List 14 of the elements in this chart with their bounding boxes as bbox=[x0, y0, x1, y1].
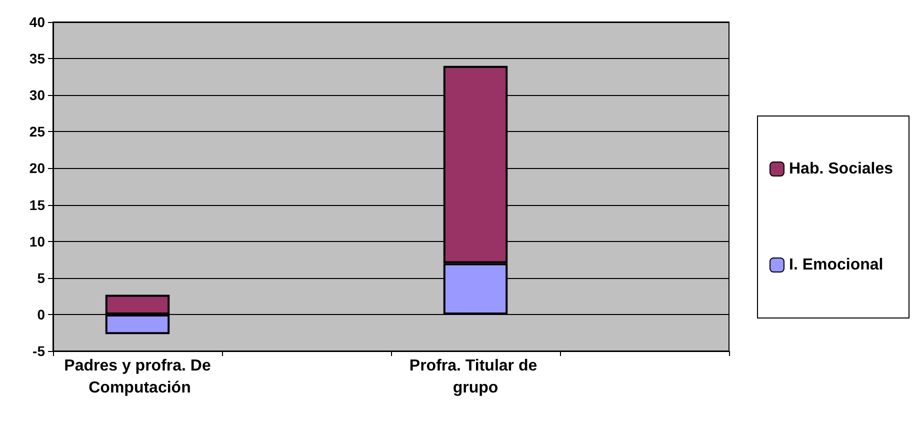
x-tick-label: Padres y profra. De Computación bbox=[64, 358, 211, 396]
y-tick-label: -5 bbox=[32, 343, 46, 359]
y-tick-label: 20 bbox=[29, 160, 46, 176]
y-tick-label: 5 bbox=[37, 270, 46, 286]
y-tick-label: 15 bbox=[29, 196, 46, 213]
y-tick-label: 0 bbox=[37, 306, 46, 322]
legend-label: Hab. Sociales bbox=[789, 160, 894, 178]
y-tick-label: 40 bbox=[29, 14, 46, 30]
x-tick-label: Profra. Titular de grupo bbox=[409, 358, 542, 396]
legend-label: I. Emocional bbox=[789, 256, 884, 274]
y-tick-label: 35 bbox=[29, 50, 46, 67]
y-tick-label: 30 bbox=[29, 87, 46, 104]
y-tick-label: 10 bbox=[29, 233, 46, 250]
y-tick-label: 25 bbox=[29, 124, 46, 140]
